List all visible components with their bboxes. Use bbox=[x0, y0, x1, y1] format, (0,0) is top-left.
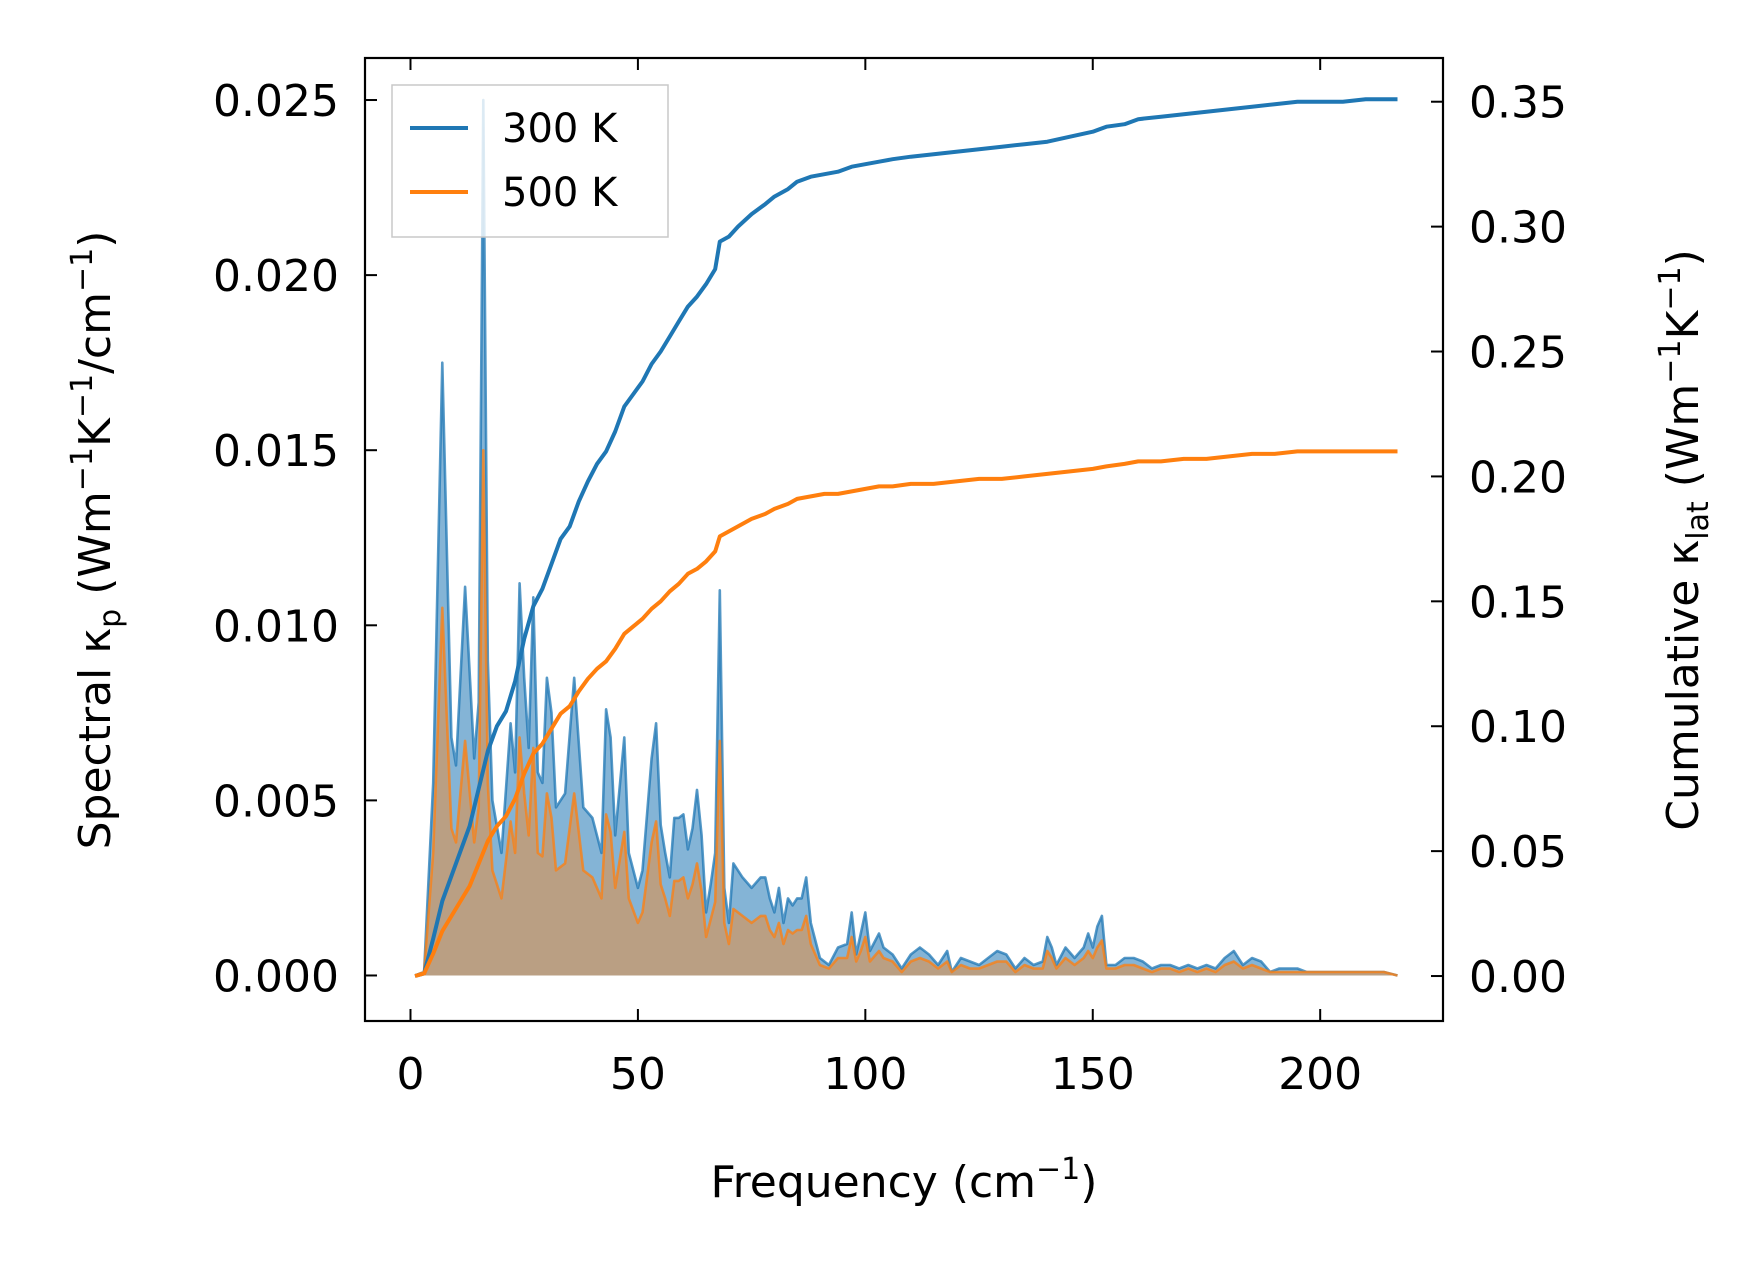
left-tick-label: 0.015 bbox=[213, 426, 339, 477]
right-axis-title-mid2: K bbox=[1658, 309, 1709, 339]
right-tick-label: 0.25 bbox=[1469, 328, 1567, 379]
spectral-line-300k bbox=[414, 98, 1398, 977]
left-axis-title-mid3: /cm bbox=[70, 292, 121, 374]
right-tick-label: 0.05 bbox=[1469, 827, 1567, 878]
cumulative-line-300k bbox=[414, 97, 1398, 978]
right-tick-label: 0.30 bbox=[1469, 203, 1567, 254]
x-axis-title-sup: −1 bbox=[1036, 1152, 1080, 1187]
left-axis-title-end: ) bbox=[70, 231, 121, 248]
left-axis-title: Spectral κp (Wm−1K−1/cm−1) bbox=[65, 231, 128, 850]
x-axis-title-end: ) bbox=[1080, 1157, 1097, 1208]
left-axis-ticks: 0.000 0.005 0.010 0.015 0.020 0.025 bbox=[213, 76, 377, 1002]
spectral-fills bbox=[414, 98, 1398, 977]
right-axis-title-prefix: Cumulative κ bbox=[1658, 540, 1709, 831]
right-tick-label: 0.00 bbox=[1469, 952, 1567, 1003]
left-axis-title-sub: p bbox=[93, 609, 128, 628]
plot-frame bbox=[363, 56, 1445, 1023]
left-tick-label: 0.020 bbox=[213, 251, 339, 302]
right-tick-label: 0.10 bbox=[1469, 702, 1567, 753]
right-axis-title-sup2: −1 bbox=[1653, 266, 1688, 310]
left-axis-title-sup3: −1 bbox=[65, 248, 100, 292]
x-tick-label: 100 bbox=[823, 1049, 907, 1100]
spectral-area-500k bbox=[415, 450, 1398, 976]
right-axis-ticks: 0.00 0.05 0.10 0.15 0.20 0.25 0.30 0.35 bbox=[1431, 78, 1567, 1003]
left-axis-title-sup1: −1 bbox=[65, 447, 100, 491]
left-tick-label: 0.025 bbox=[213, 76, 339, 127]
right-tick-label: 0.20 bbox=[1469, 452, 1567, 503]
x-tick-label: 200 bbox=[1278, 1049, 1362, 1100]
right-axis-title-end: ) bbox=[1658, 249, 1709, 266]
left-axis-title-mid2: K bbox=[70, 417, 121, 447]
cumulative-lines bbox=[414, 97, 1398, 978]
right-axis-title: Cumulative κlat (Wm−1K−1) bbox=[1653, 249, 1716, 831]
left-tick-label: 0.000 bbox=[213, 951, 339, 1002]
x-tick-label: 50 bbox=[610, 1049, 666, 1100]
x-tick-label: 150 bbox=[1051, 1049, 1135, 1100]
x-tick-label: 0 bbox=[396, 1049, 424, 1100]
cumulative-line-500k bbox=[414, 449, 1398, 978]
right-tick-label: 0.15 bbox=[1469, 577, 1567, 628]
left-tick-label: 0.005 bbox=[213, 776, 339, 827]
left-axis-title-sup2: −1 bbox=[65, 374, 100, 418]
right-tick-label: 0.35 bbox=[1469, 78, 1567, 129]
legend: 300 K 500 K bbox=[391, 84, 669, 238]
legend-label-300k: 300 K bbox=[502, 106, 619, 152]
right-axis-title-mid: (Wm bbox=[1658, 384, 1709, 502]
x-axis-title-text: Frequency (cm bbox=[711, 1157, 1037, 1208]
right-axis-title-sub: lat bbox=[1681, 501, 1716, 540]
left-axis-title-mid: (Wm bbox=[70, 491, 121, 609]
right-axis-title-sup1: −1 bbox=[1653, 339, 1688, 383]
x-axis-title: Frequency (cm−1) bbox=[711, 1152, 1098, 1208]
legend-label-500k: 500 K bbox=[502, 170, 619, 216]
x-axis-ticks: 0 50 100 150 200 bbox=[396, 58, 1362, 1100]
spectral-line-500k bbox=[414, 448, 1398, 977]
legend-box bbox=[391, 84, 669, 238]
left-tick-label: 0.010 bbox=[213, 601, 339, 652]
left-axis-title-prefix: Spectral κ bbox=[70, 628, 121, 850]
